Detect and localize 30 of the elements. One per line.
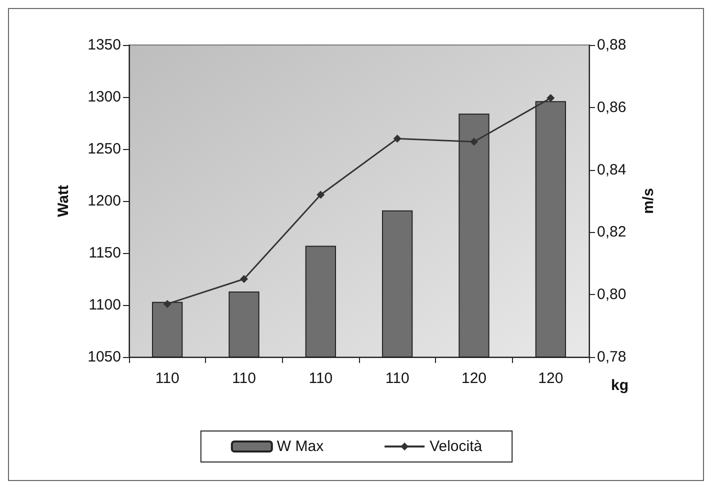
x-tick-label: 110 (385, 370, 410, 387)
x-tick-label: 110 (232, 370, 256, 387)
point (163, 300, 172, 308)
y2-tick-label: 0,84 (597, 161, 626, 178)
y-tick-label: 1100 (88, 296, 121, 314)
legend-label: Velocità (430, 438, 483, 455)
y2-tick-label: 0,80 (597, 286, 626, 304)
y-tick-label: 1300 (88, 88, 121, 106)
y2-tick-label: 0,86 (597, 98, 626, 116)
point (470, 138, 478, 146)
y-axis-title: Watt (55, 185, 72, 217)
x-axis-title: kg (611, 377, 629, 394)
legend-label: W Max (276, 438, 324, 455)
point (316, 190, 325, 199)
y2-tick-label: 0,88 (597, 36, 626, 54)
y-tick-label: 1350 (88, 36, 121, 54)
point (546, 94, 555, 102)
y-tick-label: 1200 (88, 192, 121, 210)
y-tick-label: 1250 (88, 140, 121, 158)
y-tick-label: 1050 (88, 348, 121, 366)
y-tick-label: 1150 (88, 244, 121, 262)
x-tick-label: 110 (308, 370, 333, 387)
y2-tick-label: 0,82 (597, 224, 626, 241)
point (240, 275, 248, 283)
y2-axis-title: m/s (640, 188, 657, 214)
x-tick-label: 120 (538, 370, 564, 387)
x-tick-label: 120 (461, 370, 487, 387)
x-tick-label: 110 (155, 370, 180, 387)
y2-tick-label: 0,78 (597, 348, 626, 366)
point (393, 134, 402, 143)
